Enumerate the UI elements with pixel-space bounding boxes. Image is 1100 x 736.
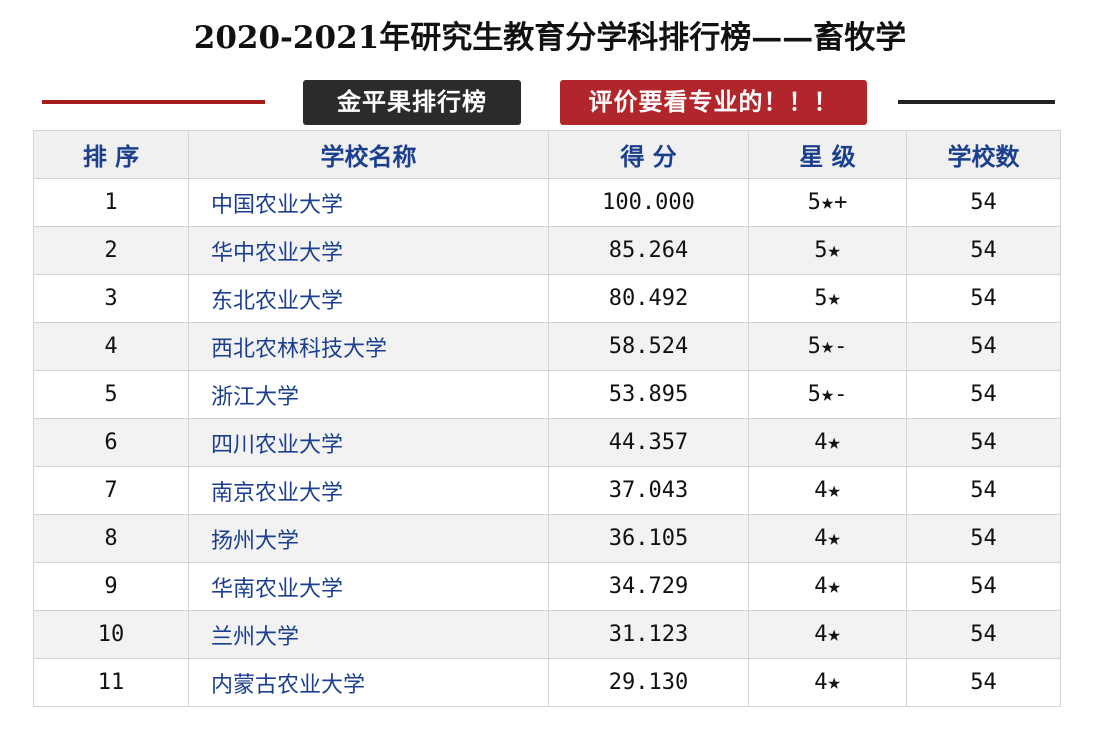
- rank: 10: [33, 610, 189, 659]
- count: 54: [906, 466, 1061, 515]
- rank: 4: [33, 322, 189, 371]
- stars: 4★: [748, 466, 907, 515]
- score: 80.492: [548, 274, 749, 323]
- stars: 4★: [748, 562, 907, 611]
- rank: 9: [33, 562, 189, 611]
- header-row: 排 序学校名称得 分星 级学校数: [33, 130, 1061, 179]
- rank: 7: [33, 466, 189, 515]
- score: 34.729: [548, 562, 749, 611]
- stars: 5★-: [748, 370, 907, 419]
- score: 44.357: [548, 418, 749, 467]
- ranking-table: 排 序学校名称得 分星 级学校数 1 中国农业大学 100.000 5★+ 54 2 华中农…: [33, 130, 1061, 707]
- count: 54: [906, 322, 1061, 371]
- stars: 5★: [748, 274, 907, 323]
- table-row: 1 中国农业大学 100.000 5★+ 54: [33, 178, 1061, 227]
- stars: 5★-: [748, 322, 907, 371]
- score: 53.895: [548, 370, 749, 419]
- badge-left: 金平果排行榜: [303, 80, 521, 125]
- stars: 4★: [748, 610, 907, 659]
- rank: 2: [33, 226, 189, 275]
- rank: 8: [33, 514, 189, 563]
- stars: 5★+: [748, 178, 907, 227]
- school: 东北农业大学: [188, 274, 549, 323]
- school: 四川农业大学: [188, 418, 549, 467]
- rule-black: [898, 100, 1055, 104]
- school: 西北农林科技大学: [188, 322, 549, 371]
- score: 31.123: [548, 610, 749, 659]
- table-row: 11 内蒙古农业大学 29.130 4★ 54: [33, 658, 1061, 707]
- score: 58.524: [548, 322, 749, 371]
- count: 54: [906, 178, 1061, 227]
- school: 中国农业大学: [188, 178, 549, 227]
- badge-right: 评价要看专业的！！！: [560, 80, 867, 125]
- table-row: 9 华南农业大学 34.729 4★ 54: [33, 562, 1061, 611]
- table-row: 8 扬州大学 36.105 4★ 54: [33, 514, 1061, 563]
- count: 54: [906, 610, 1061, 659]
- school: 浙江大学: [188, 370, 549, 419]
- table-row: 4 西北农林科技大学 58.524 5★- 54: [33, 322, 1061, 371]
- stars: 4★: [748, 418, 907, 467]
- stars: 5★: [748, 226, 907, 275]
- column-header: 学校名称: [188, 130, 549, 179]
- stars: 4★: [748, 514, 907, 563]
- table-row: 3 东北农业大学 80.492 5★ 54: [33, 274, 1061, 323]
- table-body: 1 中国农业大学 100.000 5★+ 54 2 华中农业大学 85.264 5★ 54 3 东北农…: [33, 178, 1061, 707]
- column-header: 学校数: [906, 130, 1061, 179]
- school: 兰州大学: [188, 610, 549, 659]
- count: 54: [906, 514, 1061, 563]
- column-header: 排 序: [33, 130, 189, 179]
- rank: 11: [33, 658, 189, 707]
- school: 南京农业大学: [188, 466, 549, 515]
- rank: 6: [33, 418, 189, 467]
- score: 37.043: [548, 466, 749, 515]
- rank: 5: [33, 370, 189, 419]
- score: 29.130: [548, 658, 749, 707]
- stars: 4★: [748, 658, 907, 707]
- count: 54: [906, 370, 1061, 419]
- score: 100.000: [548, 178, 749, 227]
- count: 54: [906, 658, 1061, 707]
- count: 54: [906, 418, 1061, 467]
- column-header: 得 分: [548, 130, 749, 179]
- score: 85.264: [548, 226, 749, 275]
- title: 2020-2021年研究生教育分学科排行榜——畜牧学: [193, 20, 907, 56]
- rank: 1: [33, 178, 189, 227]
- school: 内蒙古农业大学: [188, 658, 549, 707]
- rank: 3: [33, 274, 189, 323]
- table-row: 2 华中农业大学 85.264 5★ 54: [33, 226, 1061, 275]
- count: 54: [906, 226, 1061, 275]
- school: 扬州大学: [188, 514, 549, 563]
- school: 华南农业大学: [188, 562, 549, 611]
- rule-red: [42, 100, 265, 104]
- school: 华中农业大学: [188, 226, 549, 275]
- table-row: 7 南京农业大学 37.043 4★ 54: [33, 466, 1061, 515]
- column-header: 星 级: [748, 130, 907, 179]
- count: 54: [906, 274, 1061, 323]
- table-row: 10 兰州大学 31.123 4★ 54: [33, 610, 1061, 659]
- table-row: 6 四川农业大学 44.357 4★ 54: [33, 418, 1061, 467]
- count: 54: [906, 562, 1061, 611]
- table-row: 5 浙江大学 53.895 5★- 54: [33, 370, 1061, 419]
- score: 36.105: [548, 514, 749, 563]
